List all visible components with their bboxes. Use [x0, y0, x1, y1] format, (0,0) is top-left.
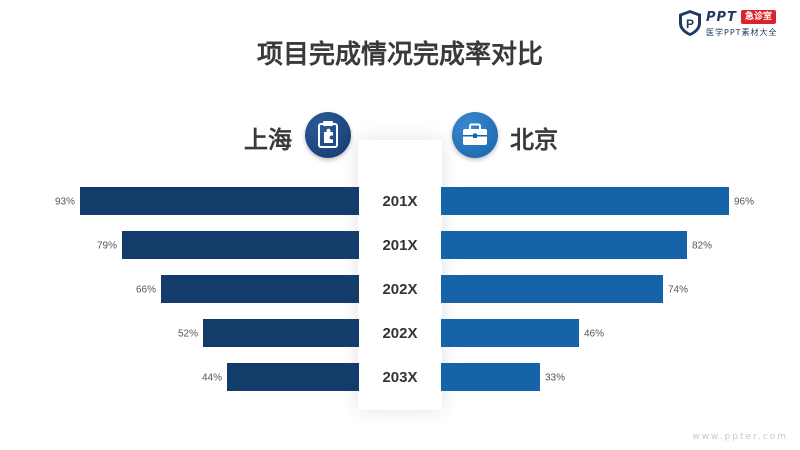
- bar-right-4: [441, 363, 540, 391]
- data-label-left-0: 93%: [55, 197, 75, 208]
- category-label-4: 203X: [382, 369, 417, 386]
- right-icon-badge: [452, 112, 498, 158]
- data-label-right-3: 46%: [584, 329, 604, 340]
- clipboard-puzzle-icon: [318, 121, 338, 148]
- bar-left-3: [203, 319, 359, 347]
- bar-right-0: [441, 187, 729, 215]
- right-series-label: 北京: [510, 126, 558, 154]
- bar-left-1: [122, 231, 359, 259]
- left-series-label: 上海: [244, 126, 292, 154]
- category-label-1: 201X: [382, 237, 417, 254]
- bar-right-3: [441, 319, 579, 347]
- logo-badge: 急诊室: [740, 10, 776, 24]
- brand-logo: P PPT 急诊室 医学PPT素材大全: [678, 6, 796, 40]
- data-label-left-4: 44%: [202, 373, 222, 384]
- left-icon-badge: [305, 112, 351, 158]
- category-label-0: 201X: [382, 193, 417, 210]
- category-label-3: 202X: [382, 325, 417, 342]
- svg-text:P: P: [686, 17, 694, 31]
- watermark: www.ppter.com: [692, 432, 788, 442]
- bar-left-0: [80, 187, 359, 215]
- data-label-right-2: 74%: [668, 285, 688, 296]
- bar-left-2: [161, 275, 359, 303]
- data-label-left-2: 66%: [136, 285, 156, 296]
- data-label-left-1: 79%: [97, 241, 117, 252]
- bar-right-2: [441, 275, 663, 303]
- bar-right-1: [441, 231, 687, 259]
- logo-brand-text: PPT: [706, 9, 737, 25]
- briefcase-icon: [463, 123, 487, 145]
- data-label-right-1: 82%: [692, 241, 712, 252]
- logo-subtitle: 医学PPT素材大全: [706, 28, 778, 37]
- shield-logo-icon: P: [679, 10, 701, 36]
- data-label-right-0: 96%: [734, 197, 754, 208]
- page-title: 项目完成情况完成率对比: [256, 40, 543, 70]
- category-label-2: 202X: [382, 281, 417, 298]
- data-label-left-3: 52%: [178, 329, 198, 340]
- category-panel: [358, 140, 442, 410]
- data-label-right-4: 33%: [545, 373, 565, 384]
- bar-left-4: [227, 363, 359, 391]
